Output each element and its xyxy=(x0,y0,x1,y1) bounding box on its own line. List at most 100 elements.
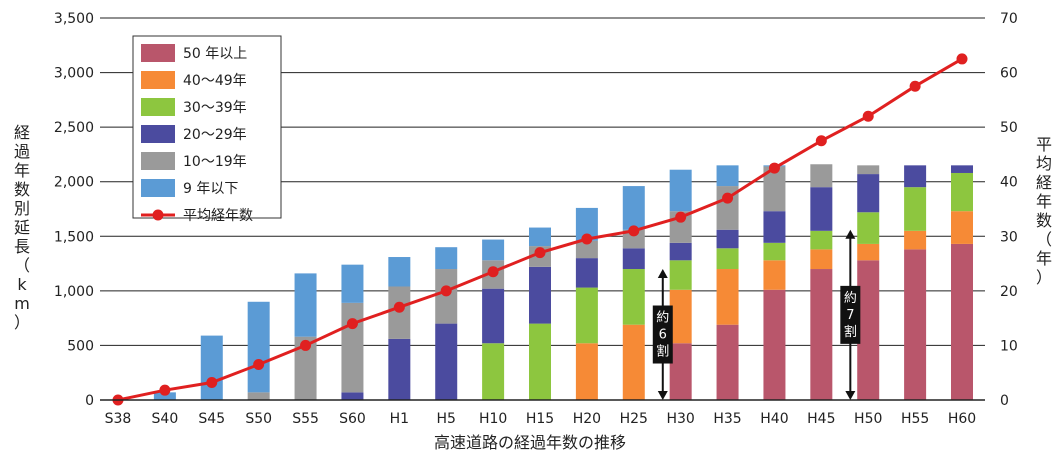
annotation-text: 約 xyxy=(656,311,669,326)
y-axis-title-char: 別 xyxy=(14,199,30,218)
x-tick-label: H15 xyxy=(526,411,554,427)
line-point xyxy=(206,377,218,389)
x-tick-label: S50 xyxy=(245,411,272,427)
x-tick-label: H10 xyxy=(479,411,507,427)
annotation-text: 約 xyxy=(844,291,857,306)
y-axis-title-char: 数 xyxy=(14,180,30,199)
bar-segment xyxy=(857,212,880,244)
bar-segment xyxy=(810,230,833,250)
y2-tick-label: 0 xyxy=(1000,393,1009,409)
bar-segment xyxy=(716,324,739,400)
line-point xyxy=(253,359,265,371)
y2-axis-title: 平均経年数（年） xyxy=(1036,135,1052,287)
y-tick-label: 500 xyxy=(67,338,94,354)
axes: 0 500 1,000 1,500 2,000 2,500 3,000 3,500 0 10 20 3… xyxy=(54,11,1018,427)
line-point xyxy=(487,266,499,278)
bar-segment xyxy=(857,165,880,175)
bar-segment xyxy=(857,174,880,213)
annotation-box xyxy=(840,285,861,344)
bar-segment xyxy=(904,249,927,400)
line-point xyxy=(440,285,452,297)
y-tick-label: 2,000 xyxy=(54,175,94,191)
x-tick-label: H60 xyxy=(948,411,976,427)
bar-segment xyxy=(575,258,598,288)
y2-tick-label: 60 xyxy=(1000,66,1018,82)
bar-segment xyxy=(716,165,739,187)
bar-segment xyxy=(904,187,927,231)
bar-segment xyxy=(529,227,551,247)
legend-swatch xyxy=(141,44,175,62)
bar-segment xyxy=(810,249,833,270)
x-tick-label: H35 xyxy=(713,411,741,427)
y2-tick-label: 70 xyxy=(1000,11,1018,27)
y-tick-label: 0 xyxy=(85,393,94,409)
annotation-text: 割 xyxy=(656,344,669,360)
bar-segment xyxy=(388,338,411,400)
annotation-text: 割 xyxy=(844,324,857,340)
bar-segment xyxy=(388,257,411,287)
line-point xyxy=(581,233,593,245)
x-tick-label: H5 xyxy=(437,411,456,427)
legend-label: 9 年以下 xyxy=(183,181,238,197)
bar-segment xyxy=(622,269,645,325)
bar-segment xyxy=(669,343,692,400)
bar-segment xyxy=(810,164,833,188)
bar-segment xyxy=(904,165,927,188)
bar-segment xyxy=(622,248,645,270)
bar-segment xyxy=(575,287,598,344)
annotation-arrowhead xyxy=(657,269,668,279)
x-tick-label: H55 xyxy=(901,411,929,427)
bar-segment xyxy=(575,240,598,259)
bar-segment xyxy=(716,229,739,249)
y-tick-label: 2,500 xyxy=(54,120,94,136)
bar-segment xyxy=(200,335,223,400)
bar-segment xyxy=(857,243,880,261)
bar-segment xyxy=(482,288,505,344)
bar-segment xyxy=(951,211,973,244)
legend-swatch xyxy=(141,152,175,170)
x-tick-label: H50 xyxy=(854,411,882,427)
bar-segment xyxy=(669,242,692,261)
line-point xyxy=(815,135,827,147)
line-point xyxy=(346,318,358,330)
line-point xyxy=(909,80,921,92)
line-point xyxy=(862,110,874,122)
y2-axis-title-char: 年 xyxy=(1036,249,1052,268)
bar-segment xyxy=(482,239,505,261)
legend-swatch xyxy=(141,98,175,116)
legend-label: 30～39年 xyxy=(183,100,247,116)
x-tick-label: S45 xyxy=(198,411,225,427)
legend-label: 40～49年 xyxy=(183,73,247,89)
x-tick-label: S40 xyxy=(152,411,179,427)
bar-segment xyxy=(294,273,317,337)
y2-axis-title-char: 平 xyxy=(1036,135,1052,154)
y-tick-label: 3,000 xyxy=(54,66,94,82)
x-tick-label: H1 xyxy=(390,411,409,427)
bar-segment xyxy=(716,269,739,325)
line-point xyxy=(628,225,640,237)
x-tick-label: H45 xyxy=(807,411,835,427)
bar-segment xyxy=(763,211,786,243)
y-axis-title-char: m xyxy=(14,294,30,313)
bar-segment xyxy=(716,248,739,270)
bar-segment xyxy=(341,302,364,393)
y-axis-title-char: k xyxy=(17,275,27,294)
annotation-arrowhead xyxy=(845,229,856,239)
bar-segment xyxy=(622,186,645,230)
bar-segment xyxy=(763,166,786,212)
y-tick-label: 3,500 xyxy=(54,11,94,27)
x-tick-label: S55 xyxy=(292,411,319,427)
bar-segment xyxy=(341,392,364,400)
bar-segment xyxy=(716,186,739,230)
bar-segment xyxy=(622,324,645,400)
x-tick-label: H25 xyxy=(620,411,648,427)
x-tick-label: H40 xyxy=(760,411,788,427)
y-axis-title-char: ） xyxy=(14,313,30,332)
legend-swatch xyxy=(141,71,175,89)
annotation-text: 6 xyxy=(659,328,667,343)
y-tick-label: 1,000 xyxy=(54,284,94,300)
y2-tick-label: 40 xyxy=(1000,175,1018,191)
y2-axis-title-char: 均 xyxy=(1036,154,1052,173)
